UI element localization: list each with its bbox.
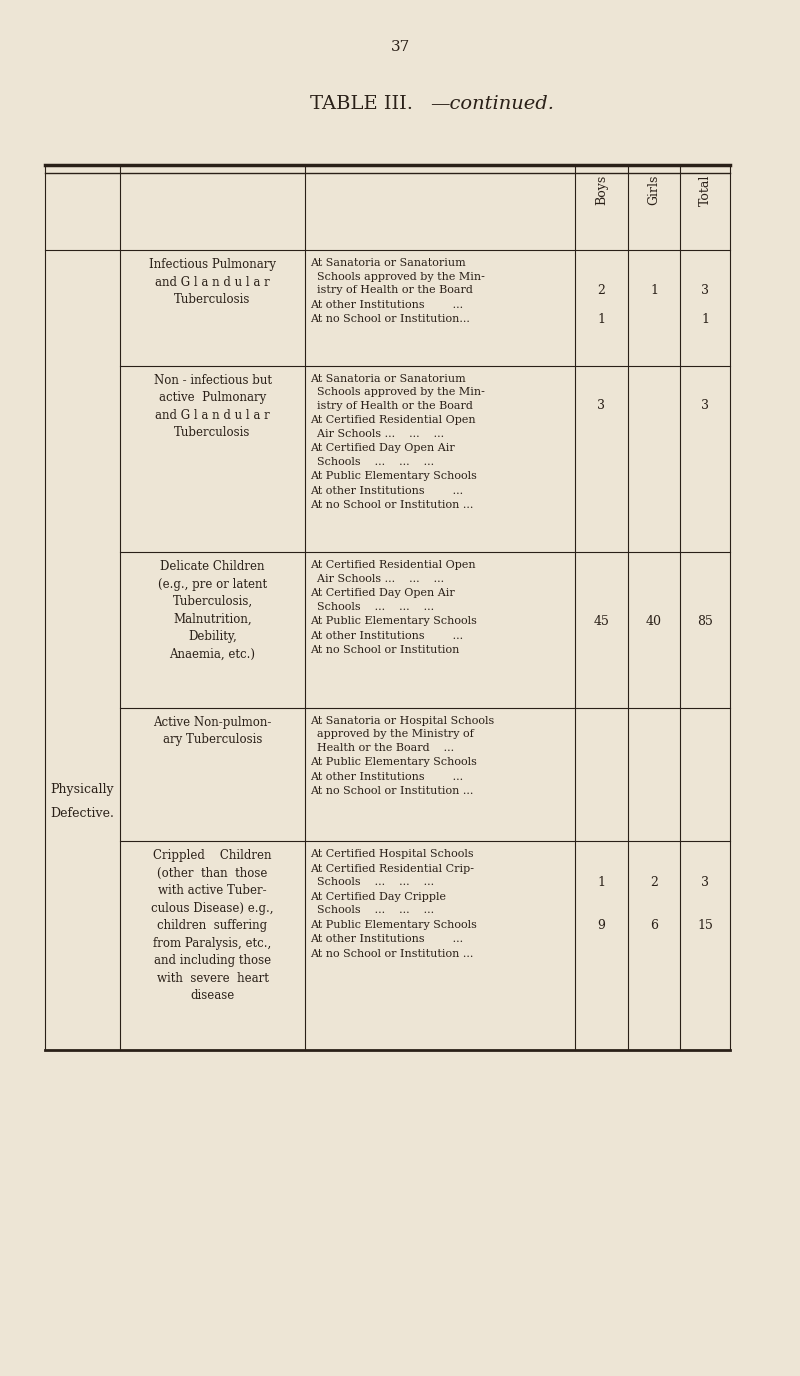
Text: 1: 1 [598,312,606,326]
Text: 2: 2 [598,283,606,297]
Text: At no School or Institution...: At no School or Institution... [310,314,470,323]
Text: At Sanatoria or Hospital Schools: At Sanatoria or Hospital Schools [310,716,494,725]
Text: At no School or Institution ...: At no School or Institution ... [310,948,474,959]
Text: At Certified Residential Open: At Certified Residential Open [310,560,476,570]
Text: At Certified Residential Crip-: At Certified Residential Crip- [310,864,474,874]
Text: At Public Elementary Schools: At Public Elementary Schools [310,471,477,482]
Text: 2: 2 [650,877,658,889]
Text: Schools approved by the Min-: Schools approved by the Min- [310,271,485,282]
Text: 6: 6 [650,919,658,932]
Text: Air Schools ...    ...    ...: Air Schools ... ... ... [310,574,444,583]
Text: —continued.: —continued. [430,95,554,113]
Text: Schools    ...    ...    ...: Schools ... ... ... [310,601,434,612]
Text: 3: 3 [701,283,709,297]
Text: At other Institutions        ...: At other Institutions ... [310,772,463,782]
Text: At Public Elementary Schools: At Public Elementary Schools [310,919,477,930]
Text: Total: Total [698,175,711,206]
Text: 9: 9 [598,919,606,932]
Text: Non - infectious but
active  Pulmonary
and G l a n d u l a r
Tuberculosis: Non - infectious but active Pulmonary an… [154,373,271,439]
Text: At Certified Day Open Air: At Certified Day Open Air [310,588,454,599]
Text: istry of Health or the Board: istry of Health or the Board [310,400,473,410]
Text: At Certified Residential Open: At Certified Residential Open [310,416,476,425]
Text: At Public Elementary Schools: At Public Elementary Schools [310,757,477,768]
Text: 37: 37 [390,40,410,54]
Text: Active Non-pulmon-
ary Tuberculosis: Active Non-pulmon- ary Tuberculosis [154,716,272,746]
Text: approved by the Ministry of: approved by the Ministry of [310,729,474,739]
Text: Physically: Physically [50,783,114,795]
Text: 1: 1 [598,877,606,889]
Text: TABLE III.: TABLE III. [310,95,413,113]
Text: 1: 1 [701,312,709,326]
Text: 15: 15 [697,919,713,932]
Text: At Certified Day Cripple: At Certified Day Cripple [310,892,446,901]
Text: At Sanatoria or Sanatorium: At Sanatoria or Sanatorium [310,259,466,268]
Text: At no School or Institution ...: At no School or Institution ... [310,786,474,797]
Text: At Public Elementary Schools: At Public Elementary Schools [310,616,477,626]
Text: 3: 3 [701,399,709,413]
Text: 1: 1 [650,283,658,297]
Text: At other Institutions        ...: At other Institutions ... [310,630,463,641]
Text: Infectious Pulmonary
and G l a n d u l a r
Tuberculosis: Infectious Pulmonary and G l a n d u l a… [149,259,276,305]
Text: Schools approved by the Min-: Schools approved by the Min- [310,387,485,398]
Text: 45: 45 [594,615,610,627]
Text: At no School or Institution ...: At no School or Institution ... [310,499,474,510]
Text: At other Institutions        ...: At other Institutions ... [310,486,463,495]
Text: Boys: Boys [595,175,608,205]
Text: At Certified Hospital Schools: At Certified Hospital Schools [310,849,474,859]
Text: At Certified Day Open Air: At Certified Day Open Air [310,443,454,453]
Text: Defective.: Defective. [50,806,114,820]
Text: 3: 3 [598,399,606,413]
Text: At other Institutions        ...: At other Institutions ... [310,300,463,310]
Text: At Sanatoria or Sanatorium: At Sanatoria or Sanatorium [310,373,466,384]
Text: 3: 3 [701,877,709,889]
Text: 85: 85 [697,615,713,627]
Text: Schools    ...    ...    ...: Schools ... ... ... [310,457,434,466]
Text: 40: 40 [646,615,662,627]
Text: Schools    ...    ...    ...: Schools ... ... ... [310,905,434,915]
Text: Health or the Board    ...: Health or the Board ... [310,743,454,753]
Text: Schools    ...    ...    ...: Schools ... ... ... [310,877,434,888]
Text: Air Schools ...    ...    ...: Air Schools ... ... ... [310,428,444,439]
Text: Delicate Children
(e.g., pre or latent
Tuberculosis,
Malnutrition,
Debility,
Ana: Delicate Children (e.g., pre or latent T… [158,560,267,660]
Text: Girls: Girls [647,175,661,205]
Text: At no School or Institution: At no School or Institution [310,645,459,655]
Text: istry of Health or the Board: istry of Health or the Board [310,285,473,294]
Text: Crippled    Children
(other  than  those
with active Tuber-
culous Disease) e.g.: Crippled Children (other than those with… [151,849,274,1002]
Text: At other Institutions        ...: At other Institutions ... [310,934,463,944]
